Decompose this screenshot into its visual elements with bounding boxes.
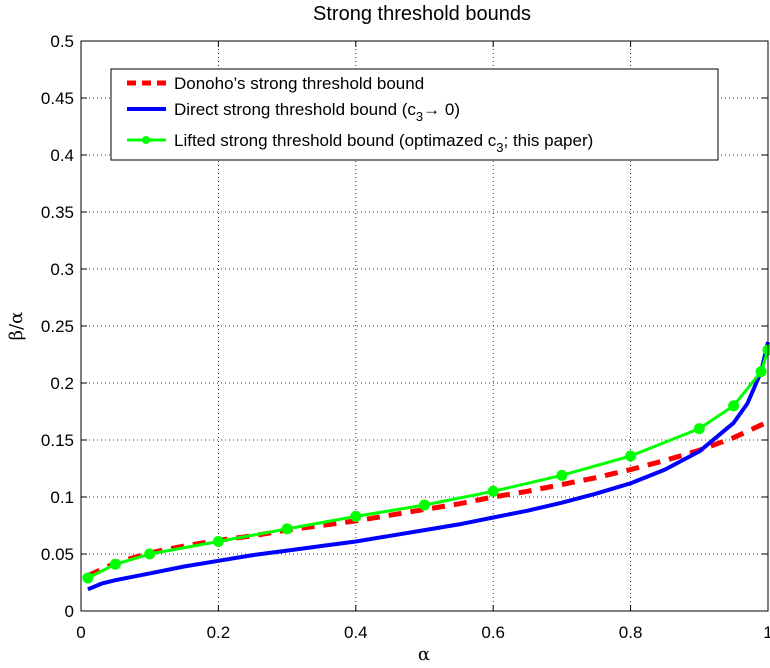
tick-layer: 0 0.2 0.4 0.6 0.8 1 0 0.05 0.1 0.15 0.2 0.25 0.3 0.35… [41,32,770,642]
series-point [419,499,430,511]
y-tick-label: 0 [65,602,74,621]
series-point [625,450,637,462]
grid-layer [81,41,768,611]
y-tick-label: 0.5 [50,32,74,51]
x-tick-label: 0 [76,623,85,642]
series-point [281,523,293,535]
y-tick-label: 0.05 [41,545,74,564]
series-point [755,366,767,378]
series-line-1 [87,341,770,592]
legend-label-0: Donoho’s strong threshold bound [174,74,424,93]
x-tick-label: 1 [763,623,770,642]
y-tick-label: 0.3 [50,260,74,279]
legend-marker [142,136,150,144]
series-point [212,535,224,547]
x-tick-label: 0.2 [207,623,231,642]
series-point [728,400,740,412]
series-layer [82,341,770,592]
y-tick-label: 0.35 [41,203,74,222]
legend: Donoho’s strong threshold bound Direct st… [110,68,719,161]
series-line-0 [86,419,770,578]
series-point [556,469,568,481]
series-point [82,572,94,584]
series-point [144,548,156,560]
legend-label-2: Lifted strong threshold bound (optimazed… [174,131,593,155]
legend-label-1: Direct strong threshold bound (c3→ 0) [174,100,460,124]
y-tick-label: 0.15 [41,431,74,450]
series-point [350,510,362,522]
y-tick-label: 0.2 [50,374,74,393]
x-axis-label: α [418,644,430,665]
series-line-2 [87,349,770,580]
y-tick-label: 0.25 [41,317,74,336]
y-tick-label: 0.45 [41,89,74,108]
series-point [487,485,499,497]
x-tick-label: 0.6 [481,623,505,642]
chart-title: Strong threshold bounds [313,3,531,25]
y-tick-label: 0.1 [50,488,74,507]
legend-box [110,68,719,161]
x-tick-label: 0.8 [619,623,643,642]
x-tick-label: 0.4 [344,623,368,642]
y-tick-label: 0.4 [50,146,74,165]
series-point [693,423,705,435]
y-axis-label: β/α [6,312,27,341]
series-point [109,558,121,570]
